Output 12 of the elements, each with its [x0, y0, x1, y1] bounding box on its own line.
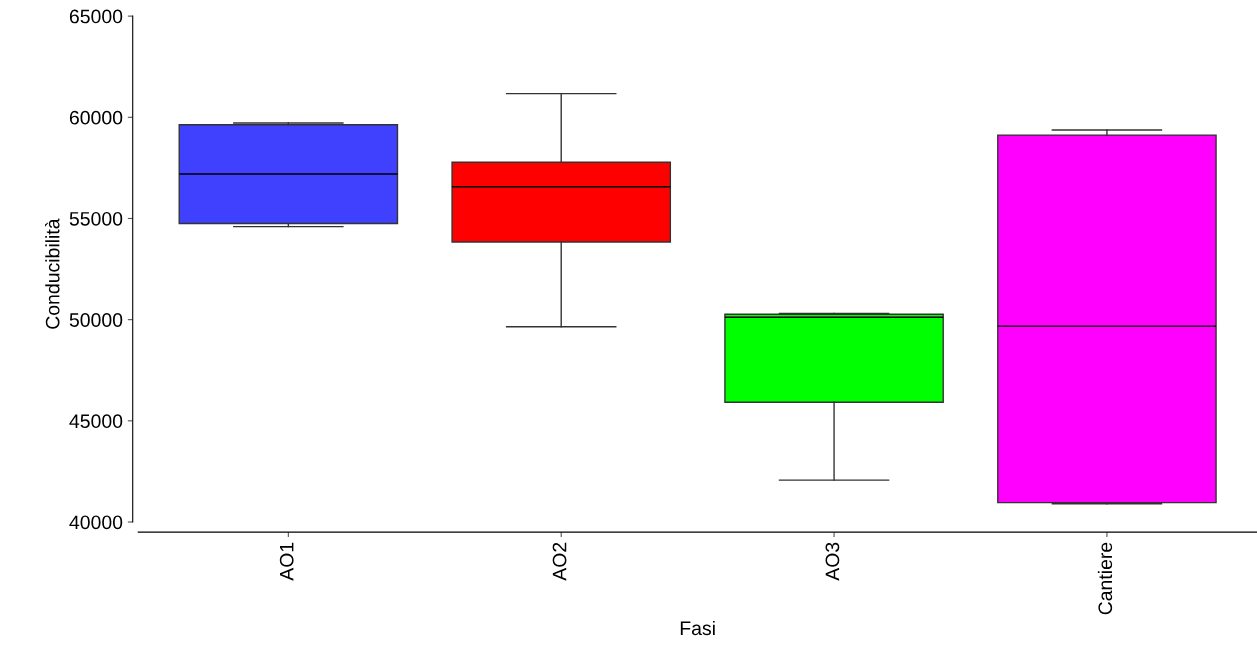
y-tick-label: 55000 — [69, 211, 123, 226]
x-tick-label: AO3 — [825, 542, 840, 581]
x-tick-label: AO2 — [552, 542, 567, 581]
x-axis-title: Fasi — [680, 620, 715, 636]
y-tick-label: 65000 — [69, 9, 123, 24]
y-tick-label: 40000 — [69, 515, 123, 530]
y-tick-label: 45000 — [69, 414, 123, 429]
y-tick-label: 50000 — [69, 313, 123, 327]
x-tick-label: AO1 — [279, 542, 294, 581]
x-tick-label: Cantiere — [1097, 542, 1113, 615]
y-tick-label: 60000 — [69, 110, 123, 125]
y-axis-title: Conducibilità — [45, 218, 60, 329]
